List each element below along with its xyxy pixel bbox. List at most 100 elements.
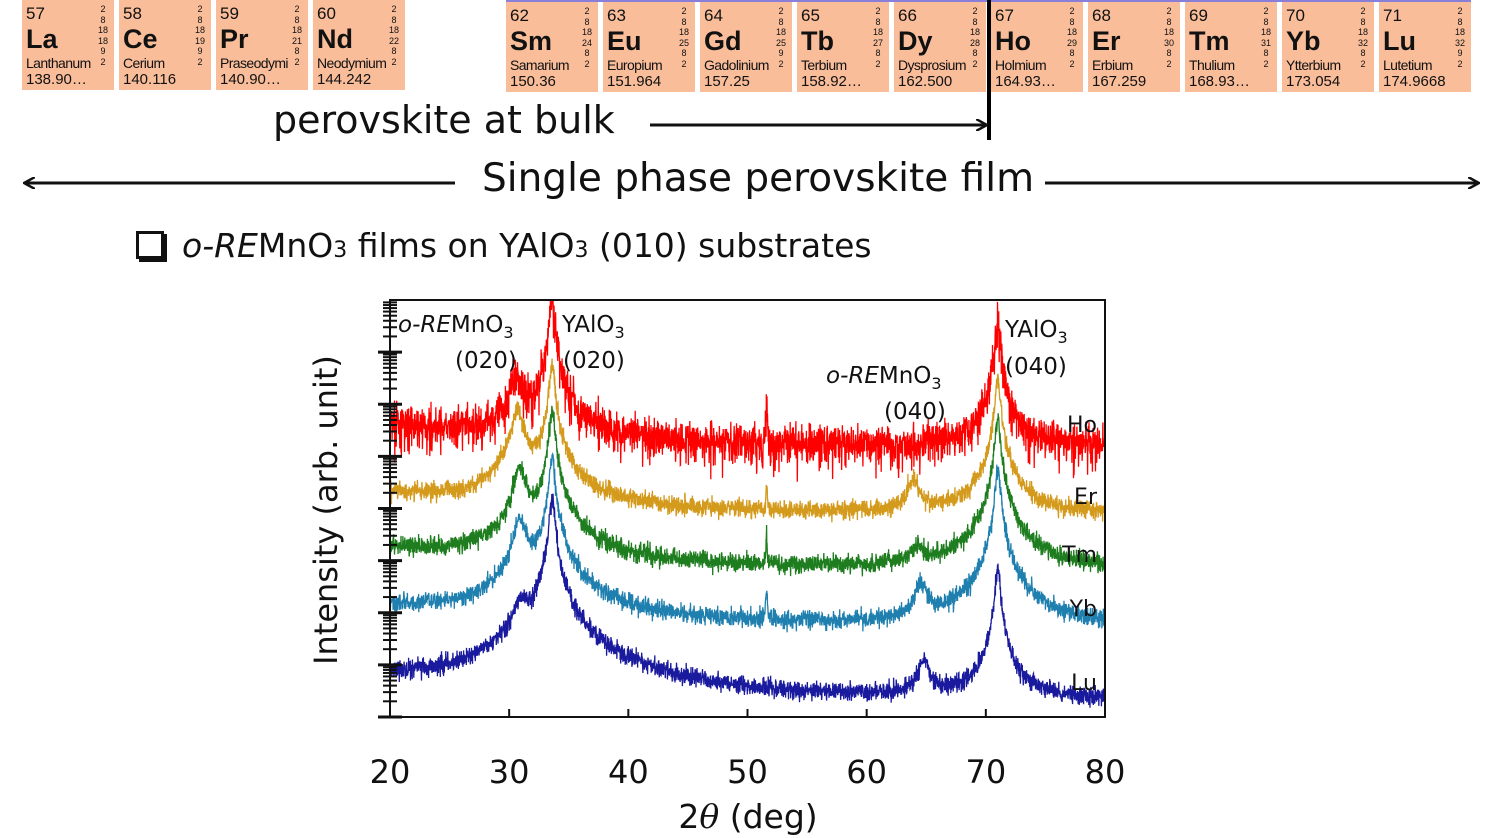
atomic-weight: 138.90… xyxy=(26,71,87,88)
shell-count: 18 xyxy=(97,35,108,46)
peak-label-part: 3 xyxy=(615,323,625,342)
atomic-number: 70 xyxy=(1286,6,1305,25)
element-name: Holmium xyxy=(995,57,1047,73)
shell-count: 2 xyxy=(100,4,106,14)
atomic-number: 62 xyxy=(510,6,529,25)
shell-count: 18 xyxy=(678,27,689,37)
shell-count: 18 xyxy=(388,25,399,35)
shell-count: 2 xyxy=(778,6,784,16)
subtitle-part: films on YAlO xyxy=(347,226,575,265)
shell-count: 25 xyxy=(775,37,786,48)
atomic-weight: 158.92… xyxy=(801,73,862,90)
shell-count: 8 xyxy=(1166,48,1172,58)
series-label-er: Er xyxy=(1074,485,1098,510)
atomic-weight: 140.116 xyxy=(123,71,177,88)
element-tile-er: 68 Er Erbium 167.259 2 8 18 30 8 2 xyxy=(1088,2,1180,92)
element-name: Samarium xyxy=(510,57,570,73)
shell-count: 8 xyxy=(294,46,300,56)
element-tile-sm: 62 Sm Samarium 150.36 2 8 18 24 8 2 xyxy=(506,2,598,92)
element-symbol: Tm xyxy=(1189,26,1230,56)
atomic-number: 71 xyxy=(1383,6,1402,25)
element-tile-la: 57 La Lanthanum 138.90… 2 8 18 18 9 2 xyxy=(22,0,114,90)
series-line-ho xyxy=(389,299,1106,482)
shell-count: 31 xyxy=(1260,37,1271,48)
atomic-number: 63 xyxy=(607,6,626,25)
element-name: Europium xyxy=(607,57,663,73)
element-symbol: Ho xyxy=(995,26,1031,56)
shell-count: 8 xyxy=(972,16,978,27)
element-name: Cerium xyxy=(123,55,165,71)
series-line-yb xyxy=(389,451,1106,633)
shell-count: 2 xyxy=(972,58,978,69)
peak-label-part: RE xyxy=(848,363,879,389)
shell-count: 8 xyxy=(391,14,397,25)
shell-count: 28 xyxy=(969,37,980,48)
series-line-lu xyxy=(389,493,1106,708)
element-symbol: Er xyxy=(1092,26,1121,56)
element-symbol: Gd xyxy=(704,26,742,56)
shell-count: 2 xyxy=(197,4,203,14)
x-tick-label: 30 xyxy=(489,753,530,791)
shell-count: 30 xyxy=(1163,37,1174,48)
peak-label-part: 3 xyxy=(1058,328,1068,347)
x-axis-label-part: (deg) xyxy=(719,797,817,836)
element-symbol: Ce xyxy=(123,24,158,54)
shell-count: 18 xyxy=(291,25,302,35)
shell-count: 2 xyxy=(681,6,687,16)
subtitle-part: 3 xyxy=(333,238,348,263)
atomic-weight: 157.25 xyxy=(704,73,750,90)
element-tile-tb: 65 Tb Terbium 158.92… 2 8 18 27 8 2 xyxy=(797,2,889,92)
shell-count: 18 xyxy=(775,27,786,37)
element-symbol: Pr xyxy=(220,24,249,54)
element-symbol: Eu xyxy=(607,26,642,56)
element-name: Neodymium xyxy=(317,55,387,71)
peak-label-hkl: (040) xyxy=(884,399,946,425)
electron-shells: 2 8 18 30 8 2 xyxy=(1162,6,1176,69)
shell-count: 21 xyxy=(291,35,302,46)
shell-count: 2 xyxy=(1457,6,1463,16)
atomic-number: 64 xyxy=(704,6,723,25)
peak-label-phase: o-REMnO3 xyxy=(398,312,514,342)
shell-count: 2 xyxy=(584,6,590,16)
element-name: Dysprosium xyxy=(898,57,967,73)
shell-count: 2 xyxy=(294,56,300,67)
shell-count: 8 xyxy=(1069,48,1075,58)
subtitle-part: o-RE xyxy=(182,226,258,265)
atomic-number: 59 xyxy=(220,4,239,23)
electron-shells: 2 8 18 21 8 2 xyxy=(290,4,304,67)
shell-count: 2 xyxy=(972,6,978,16)
atomic-number: 68 xyxy=(1092,6,1111,25)
shell-count: 18 xyxy=(97,25,108,35)
element-name: Lutetium xyxy=(1383,57,1433,73)
shell-count: 2 xyxy=(1069,6,1075,16)
x-tick-label: 80 xyxy=(1085,753,1126,791)
peak-label-part: RE xyxy=(420,312,451,338)
atomic-number: 58 xyxy=(123,4,142,23)
atomic-number: 67 xyxy=(995,6,1014,25)
periodic-tiles-left: 57 La Lanthanum 138.90… 2 8 18 18 9 2 58 Ce Cerium 14… xyxy=(22,0,405,90)
shell-count: 32 xyxy=(1454,37,1465,48)
peak-label-hkl: (040) xyxy=(1005,354,1067,380)
shell-count: 8 xyxy=(875,16,881,27)
shell-count: 2 xyxy=(584,58,590,69)
peak-label-hkl: (020) xyxy=(455,348,517,374)
shell-count: 2 xyxy=(875,6,881,16)
shell-count: 2 xyxy=(1457,58,1463,69)
series-label-yb: Yb xyxy=(1069,597,1097,622)
peak-label-phase: YAlO3 xyxy=(1004,317,1068,347)
electron-shells: 2 8 18 25 9 2 xyxy=(774,6,788,69)
x-tick-label: 50 xyxy=(727,753,768,791)
peak-label-part: YAlO xyxy=(1004,317,1058,343)
shell-count: 9 xyxy=(1457,48,1463,58)
shell-count: 18 xyxy=(1454,27,1465,37)
series-label-ho: Ho xyxy=(1067,413,1097,438)
atomic-number: 60 xyxy=(317,4,336,23)
element-tile-nd: 60 Nd Neodymium 144.242 2 8 18 22 8 2 xyxy=(313,0,405,90)
element-tile-tm: 69 Tm Thulium 168.93… 2 8 18 31 8 2 xyxy=(1185,2,1277,92)
shell-count: 8 xyxy=(1457,16,1463,27)
shell-count: 18 xyxy=(194,25,205,35)
atomic-number: 66 xyxy=(898,6,917,25)
shell-count: 18 xyxy=(1066,27,1077,37)
x-axis-label-part: θ xyxy=(699,797,719,836)
shell-count: 22 xyxy=(388,35,399,46)
